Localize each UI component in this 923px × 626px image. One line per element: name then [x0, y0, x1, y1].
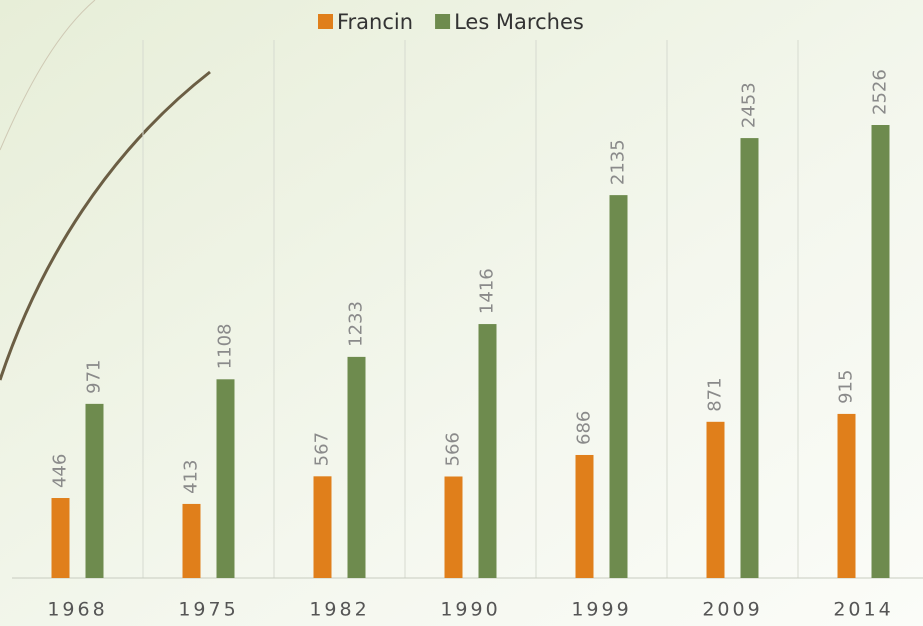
- legend-label: Les Marches: [454, 10, 584, 34]
- bar: [478, 324, 497, 578]
- decorative-curve: [0, 0, 96, 151]
- bar: [51, 498, 70, 578]
- x-tick-label: 1975: [178, 599, 238, 621]
- data-label: 413: [181, 460, 202, 494]
- data-label: 915: [836, 370, 857, 404]
- data-label: 2453: [739, 82, 760, 128]
- bar: [740, 138, 759, 578]
- legend-swatch: [318, 14, 333, 29]
- x-tick-label: 1968: [47, 599, 107, 621]
- x-tick-label: 2009: [702, 599, 762, 621]
- data-label: 446: [50, 454, 71, 488]
- data-label: 1108: [215, 323, 236, 369]
- x-tick-label: 1999: [571, 599, 631, 621]
- bar: [444, 476, 463, 578]
- bar: [347, 356, 366, 578]
- data-label: 686: [574, 411, 595, 445]
- data-label: 566: [443, 432, 464, 466]
- data-label: 1233: [346, 301, 367, 347]
- bar: [313, 476, 332, 578]
- data-label: 1416: [477, 268, 498, 314]
- bar: [85, 403, 104, 578]
- data-label: 2135: [608, 139, 629, 185]
- x-tick-label: 2014: [833, 599, 893, 621]
- bar: [609, 195, 628, 578]
- bar: [182, 503, 201, 578]
- bar: [575, 454, 594, 578]
- data-label: 2526: [870, 69, 891, 115]
- x-tick-label: 1982: [309, 599, 369, 621]
- x-tick-label: 1990: [440, 599, 500, 621]
- bar: [837, 413, 856, 578]
- bar: [706, 421, 725, 578]
- data-label: 567: [312, 432, 333, 466]
- bar: [216, 379, 235, 578]
- decorative-curve: [0, 70, 211, 381]
- legend-label: Francin: [337, 10, 413, 34]
- bar: [871, 125, 890, 578]
- legend-swatch: [435, 14, 451, 29]
- data-label: 871: [705, 377, 726, 411]
- data-label: 971: [84, 360, 105, 394]
